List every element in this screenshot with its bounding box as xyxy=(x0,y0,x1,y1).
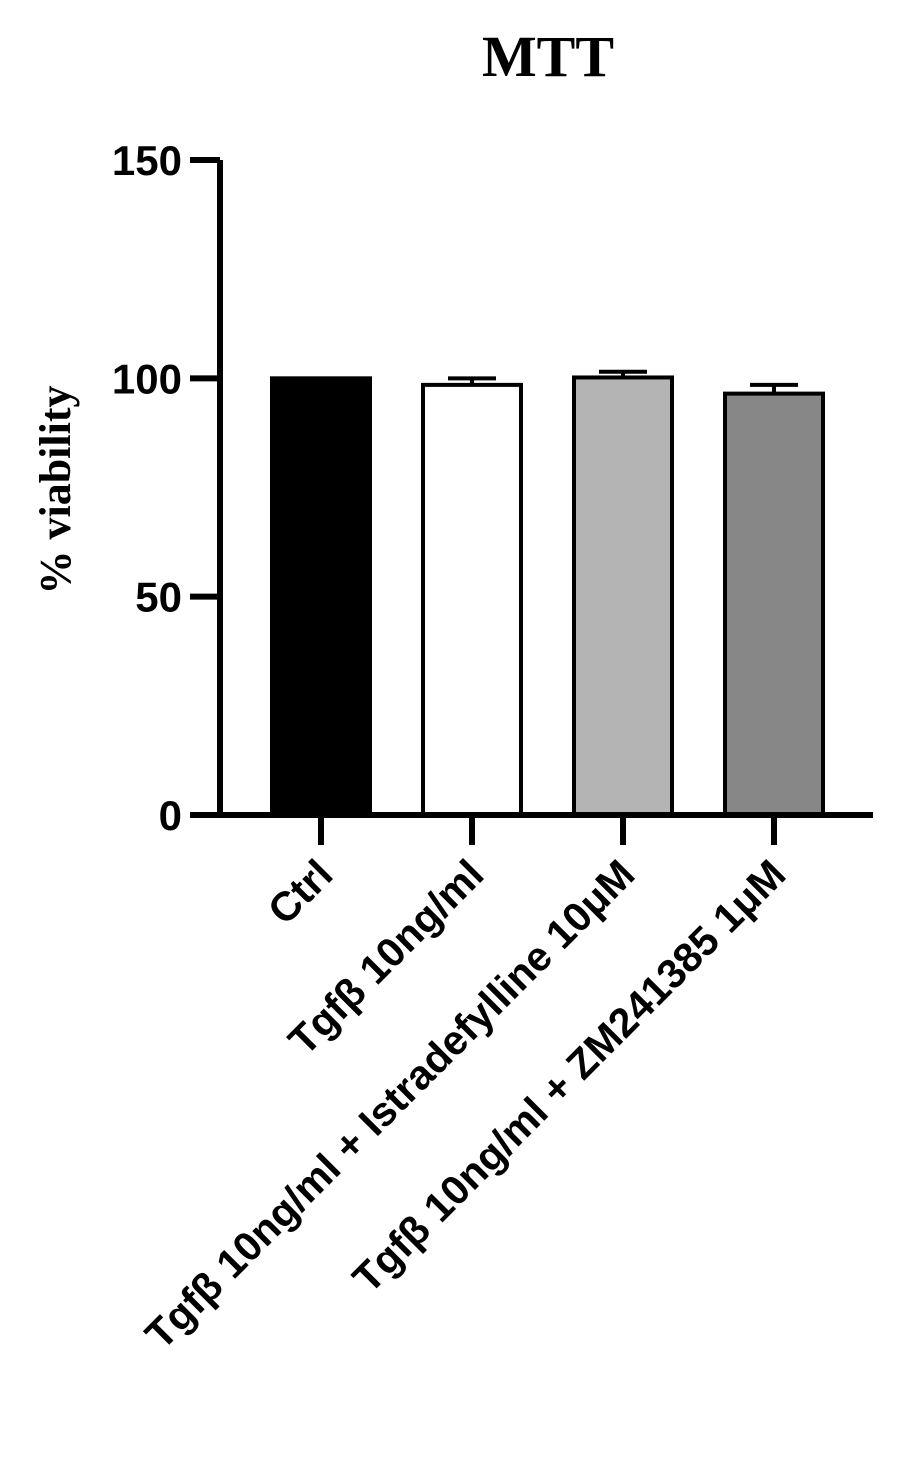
y-tick-label-2: 100 xyxy=(112,355,182,402)
axes-group xyxy=(190,160,873,818)
y-tick-label-0: 0 xyxy=(159,792,182,839)
y-tick-label-1: 50 xyxy=(135,574,182,621)
chart-title: MTT xyxy=(482,24,614,89)
y-tick-label-3: 150 xyxy=(112,137,182,184)
bar-0 xyxy=(270,376,372,817)
y-ticks-group: 0 50 100 150 xyxy=(112,137,220,839)
x-category-label-0: Ctrl xyxy=(259,851,341,933)
bar-3 xyxy=(723,391,825,817)
bars-group xyxy=(270,375,825,817)
bar-2 xyxy=(572,375,674,817)
y-axis-label: % viability xyxy=(31,385,80,594)
error-bars-group xyxy=(448,369,798,394)
bar-1 xyxy=(421,382,523,817)
